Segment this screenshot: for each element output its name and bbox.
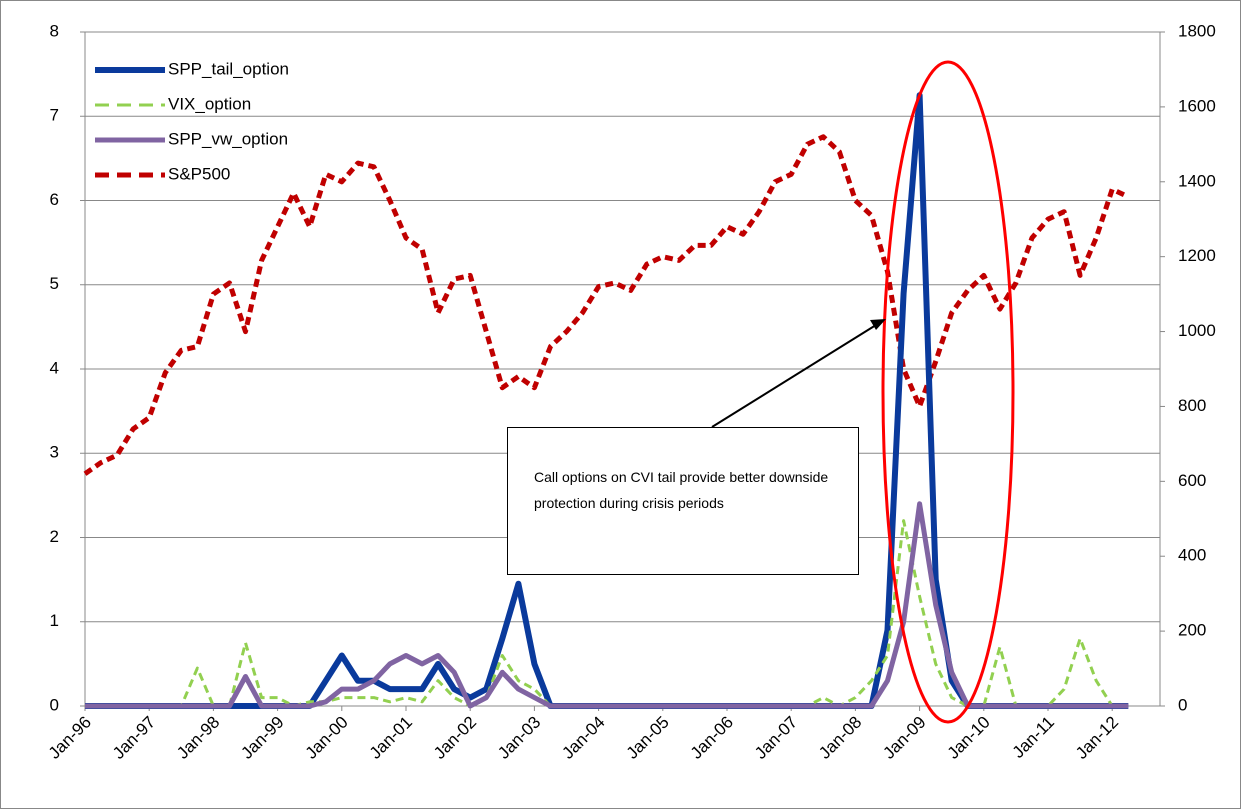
y-tick-label: 7 (50, 106, 59, 125)
y2-tick-label: 400 (1178, 546, 1206, 565)
y2-tick-label: 1400 (1178, 171, 1216, 190)
series-line (85, 501, 1129, 709)
y-tick-label: 4 (50, 358, 59, 377)
series-line (85, 519, 1129, 708)
legend-label: S&P500 (168, 164, 230, 183)
legend-label: SPP_vw_option (168, 129, 288, 148)
highlight-ellipse (881, 60, 1015, 724)
y2-tick-label: 800 (1178, 396, 1206, 415)
y-tick-label: 3 (50, 443, 59, 462)
y2-tick-label: 1000 (1178, 321, 1216, 340)
y2-tick-label: 1200 (1178, 246, 1216, 265)
y2-tick-label: 1600 (1178, 96, 1216, 115)
annotation: Call options on CVI tail provide better … (507, 427, 859, 575)
arrow-head (870, 319, 886, 330)
legend-label: VIX_option (168, 94, 251, 113)
y2-tick-label: 0 (1178, 695, 1187, 714)
y-tick-label: 1 (50, 611, 59, 630)
y2-tick-label: 1800 (1178, 21, 1216, 40)
y2-tick-label: 600 (1178, 471, 1206, 490)
y-tick-label: 5 (50, 274, 59, 293)
y2-tick-label: 200 (1178, 621, 1206, 640)
y-tick-label: 8 (50, 21, 59, 40)
series-line (83, 134, 1130, 476)
legend-label: SPP_tail_option (168, 59, 289, 78)
arrow (711, 324, 877, 428)
y-tick-label: 2 (50, 527, 59, 546)
y-tick-label: 0 (50, 695, 59, 714)
y-tick-label: 6 (50, 190, 59, 209)
